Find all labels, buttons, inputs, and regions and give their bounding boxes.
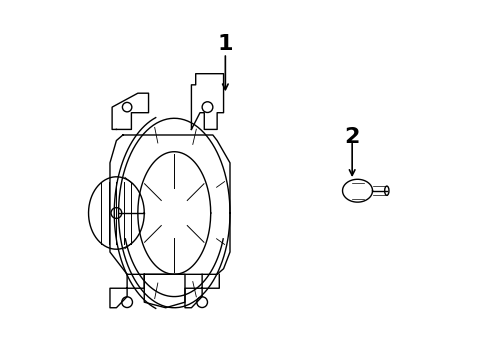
Text: 1: 1 (218, 34, 233, 54)
Text: 2: 2 (344, 127, 360, 147)
